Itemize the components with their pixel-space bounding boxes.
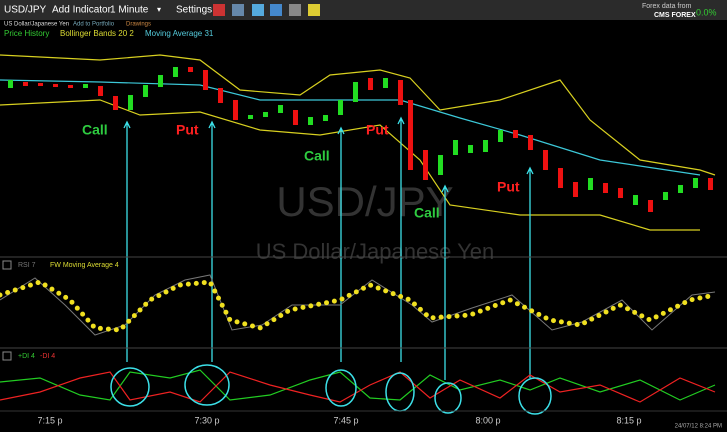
- dropdown-arrow[interactable]: ▾: [157, 5, 161, 14]
- add-indicator[interactable]: Add Indicator: [52, 5, 112, 16]
- rsi-ma-label: FW Moving Average 4: [50, 262, 119, 269]
- circle: [110, 367, 150, 407]
- symbol[interactable]: USD/JPY: [4, 5, 47, 16]
- bull-candles: [8, 67, 698, 205]
- watermark-symbol: USD/JPY: [276, 178, 453, 225]
- icon[interactable]: [289, 4, 301, 16]
- circle: [325, 369, 357, 407]
- indicator-label[interactable]: Price History: [4, 29, 49, 38]
- add-portfolio[interactable]: Add to Portfolio: [73, 22, 115, 28]
- arrow: [208, 120, 216, 362]
- x-tick-label: 7:45 p: [333, 415, 358, 425]
- circle: [518, 377, 552, 415]
- x-tick-label: 8:15 p: [616, 415, 641, 425]
- close-box[interactable]: [2, 260, 12, 270]
- change: 0.0%: [696, 7, 717, 17]
- x-tick-label: 7:15 p: [37, 415, 62, 425]
- signal-label: Put: [176, 122, 199, 138]
- close-box[interactable]: [2, 351, 12, 361]
- watermark-name: US Dollar/Japanese Yen: [256, 239, 495, 264]
- arrow: [397, 116, 405, 362]
- instrument-name: US Dollar/Japanese Yen: [4, 22, 69, 28]
- toolbar: [0, 0, 727, 20]
- toolbar-icons[interactable]: [213, 4, 320, 16]
- minus-di-label: -DI 4: [40, 353, 55, 360]
- signal-label: Put: [497, 179, 520, 195]
- indicator-label[interactable]: Moving Average 31: [145, 29, 214, 38]
- rsi-label: RSI 7: [18, 262, 36, 269]
- signal-label: Call: [82, 122, 108, 138]
- rsi-ma: [0, 279, 718, 333]
- circle: [184, 364, 230, 406]
- indicator-label[interactable]: Bollinger Bands 20 2: [60, 29, 134, 38]
- arrow: [526, 166, 534, 378]
- icon[interactable]: [308, 4, 320, 16]
- x-tick-label: 7:30 p: [194, 415, 219, 425]
- arrow: [337, 126, 345, 362]
- x-tick-label: 8:00 p: [475, 415, 500, 425]
- icon[interactable]: [270, 4, 282, 16]
- moving-average: [0, 79, 701, 176]
- plus-di-label: +DI 4: [18, 353, 35, 360]
- icon[interactable]: [213, 4, 225, 16]
- lower-band: [0, 99, 700, 231]
- signal-label: Put: [366, 122, 389, 138]
- icon[interactable]: [252, 4, 264, 16]
- x-axis: 7:15 p 7:30 p 7:45 p 8:00 p 8:15 p: [37, 415, 641, 425]
- icon[interactable]: [232, 4, 244, 16]
- drawings[interactable]: Drawings: [126, 22, 151, 28]
- upper-band: [0, 54, 716, 176]
- annotations: Call Put Call Put Call Put: [82, 122, 520, 221]
- brand-line2: CMS FOREX: [654, 12, 696, 19]
- timestamp: 24/07/12 8:24 PM: [675, 424, 722, 430]
- settings[interactable]: Settings: [176, 5, 212, 16]
- circle: [434, 382, 462, 414]
- signal-label: Call: [414, 205, 440, 221]
- signal-label: Call: [304, 148, 330, 164]
- brand-line1: Forex data from: [642, 3, 692, 10]
- interval[interactable]: 1 Minute: [110, 5, 149, 16]
- signal-arrows: [123, 116, 534, 380]
